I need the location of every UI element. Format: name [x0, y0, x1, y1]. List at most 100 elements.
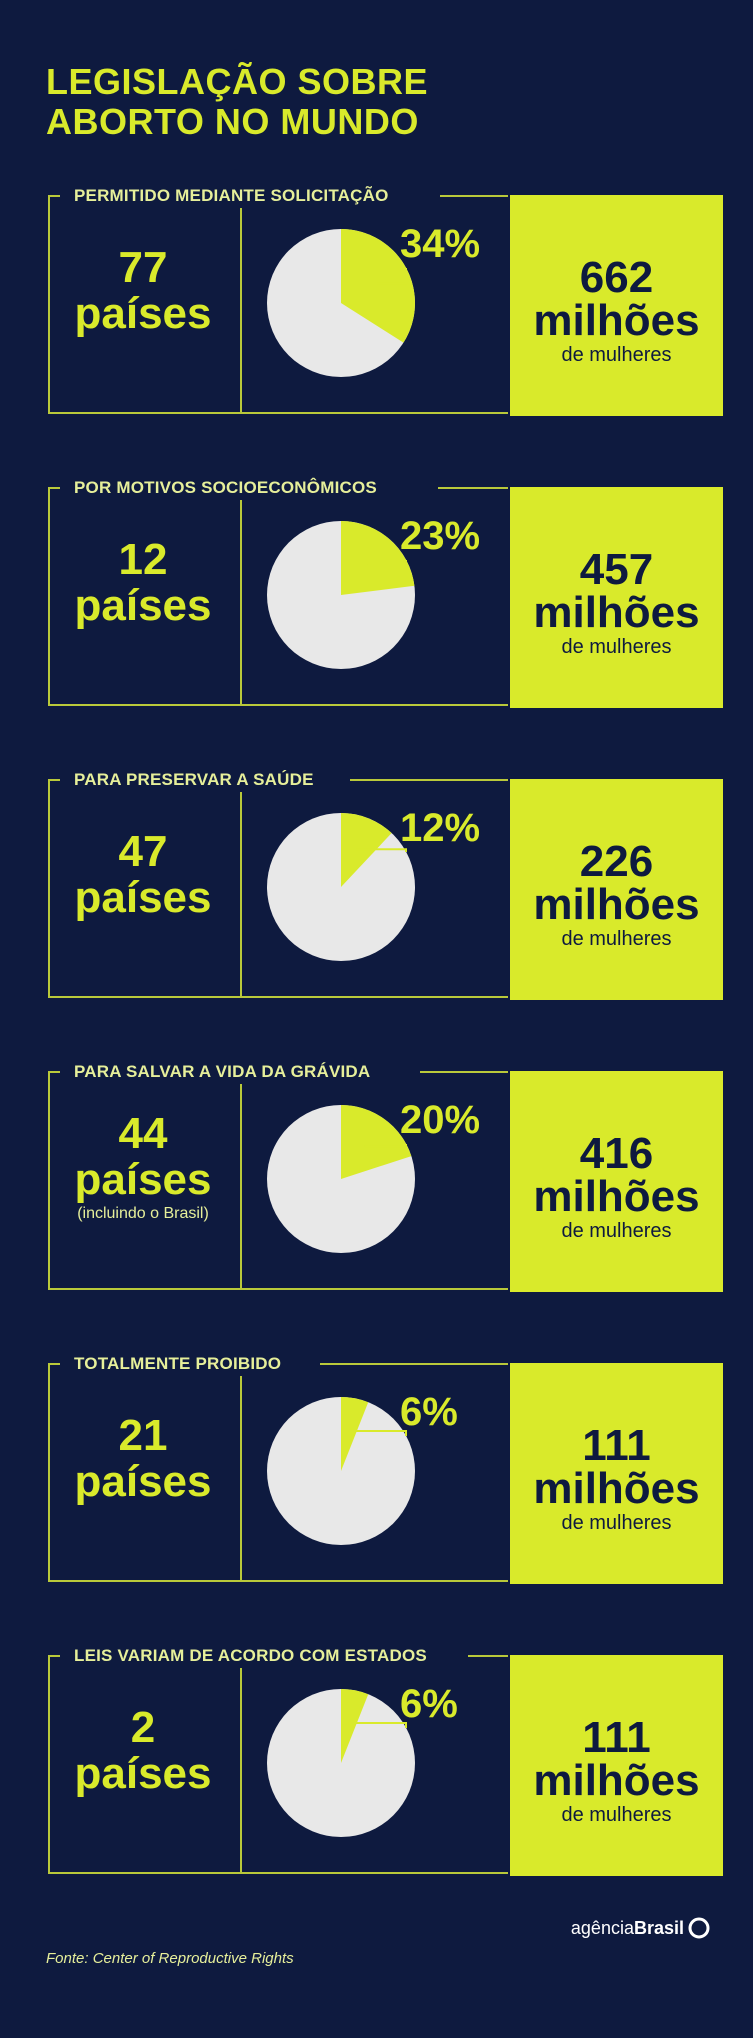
percent-label: 20%: [400, 1098, 481, 1142]
pie-slice: [341, 229, 415, 343]
frame-top-line: [438, 487, 508, 489]
source-note: Fonte: Center of Reproductive Rights: [46, 1950, 294, 1967]
country-count: 44 países (incluindo o Brasil): [50, 1112, 236, 1224]
country-count-note: (incluindo o Brasil): [77, 1205, 209, 1222]
frame-top-tick: [48, 1655, 60, 1657]
percent-label: 6%: [400, 1390, 458, 1434]
category-label: PARA SALVAR A VIDA DA GRÁVIDA: [74, 1062, 371, 1081]
women-count-number: 662: [579, 253, 654, 302]
women-count-sub: de mulheres: [561, 1804, 672, 1826]
percent-label: 23%: [400, 514, 481, 558]
women-count-unit: milhões: [533, 1172, 700, 1221]
category-label: POR MOTIVOS SOCIOECONÔMICOS: [74, 478, 377, 497]
pie-chart: [267, 1689, 415, 1837]
frame-top-line: [440, 195, 508, 197]
women-count-number: 457: [579, 545, 654, 594]
category-section: TOTALMENTE PROIBIDO 21 países 6% 111 mil…: [48, 1354, 723, 1584]
country-count-number: 44: [118, 1109, 168, 1158]
category-label: PERMITIDO MEDIANTE SOLICITAÇÃO: [74, 186, 389, 205]
section-frame: [48, 195, 508, 414]
category-section: PARA PRESERVAR A SAÚDE 47 países 12% 226…: [48, 770, 723, 1000]
category-label: TOTALMENTE PROIBIDO: [74, 1354, 282, 1373]
leader-line: [364, 1144, 407, 1148]
leader-line: [376, 268, 407, 285]
section-divider: [240, 500, 242, 706]
country-count-word: países: [74, 1457, 212, 1506]
women-count-unit: milhões: [533, 588, 700, 637]
women-count-sub: de mulheres: [561, 928, 672, 950]
frame-top-line: [350, 779, 508, 781]
pie-slice: [341, 521, 415, 595]
frame-top-line: [320, 1363, 508, 1365]
category-section: POR MOTIVOS SOCIOECONÔMICOS 12 países 23…: [48, 478, 723, 708]
leader-line: [348, 1722, 407, 1728]
women-count-sub: de mulheres: [561, 636, 672, 658]
women-count-box: 111 milhões de mulheres: [510, 1655, 723, 1876]
women-count-number: 226: [579, 837, 654, 886]
women-count-box: 111 milhões de mulheres: [510, 1363, 723, 1584]
country-count-word: países: [74, 1155, 212, 1204]
category-section: PARA SALVAR A VIDA DA GRÁVIDA 44 países …: [48, 1062, 723, 1292]
country-count: 2 países: [50, 1706, 236, 1798]
agencia-brasil-logo: agência Brasil: [571, 1916, 711, 1940]
women-count-box: 226 milhões de mulheres: [510, 779, 723, 1000]
section-frame: [48, 1363, 508, 1582]
logo-ring-icon: [688, 1917, 710, 1939]
women-count-unit: milhões: [533, 1756, 700, 1805]
frame-top-tick: [48, 1363, 60, 1365]
women-count-sub: de mulheres: [561, 1512, 672, 1534]
leader-line: [348, 1430, 407, 1436]
section-frame: [48, 1655, 508, 1874]
pie-slice: [341, 1689, 369, 1763]
section-frame: [48, 1071, 508, 1290]
section-divider: [240, 1084, 242, 1290]
percent-label: 6%: [400, 1682, 458, 1726]
country-count-number: 2: [130, 1703, 156, 1752]
title-line-2: ABORTO NO MUNDO: [46, 101, 419, 142]
title-line-1: LEGISLAÇÃO SOBRE: [46, 61, 429, 102]
leader-line: [356, 848, 407, 852]
pie-chart: [267, 229, 415, 377]
frame-top-tick: [48, 487, 60, 489]
country-count-number: 47: [118, 827, 168, 876]
country-count-word: países: [74, 873, 212, 922]
pie-slice: [341, 1397, 369, 1471]
leader-line: [367, 560, 407, 566]
section-divider: [240, 208, 242, 414]
women-count-number: 416: [579, 1129, 654, 1178]
country-count-number: 77: [118, 243, 168, 292]
country-count-word: países: [74, 289, 212, 338]
frame-top-tick: [48, 1071, 60, 1073]
category-section: LEIS VARIAM DE ACORDO COM ESTADOS 2 país…: [48, 1646, 723, 1876]
category-label: PARA PRESERVAR A SAÚDE: [74, 770, 314, 789]
country-count-word: países: [74, 1749, 212, 1798]
country-count-number: 12: [118, 535, 168, 584]
women-count-unit: milhões: [533, 296, 700, 345]
women-count-sub: de mulheres: [561, 1220, 672, 1242]
section-frame: [48, 779, 508, 998]
section-divider: [240, 1376, 242, 1582]
section-divider: [240, 792, 242, 998]
women-count-box: 457 milhões de mulheres: [510, 487, 723, 708]
country-count: 21 países: [50, 1414, 236, 1506]
category-section: PERMITIDO MEDIANTE SOLICITAÇÃO 77 países…: [48, 186, 723, 416]
country-count: 12 países: [50, 538, 236, 630]
women-count-number: 111: [582, 1421, 651, 1470]
pie-slice: [341, 1105, 412, 1179]
pie-chart: [267, 813, 415, 961]
pie-chart: [267, 1105, 415, 1253]
frame-top-tick: [48, 195, 60, 197]
frame-top-line: [420, 1071, 508, 1073]
country-count: 77 países: [50, 246, 236, 338]
section-divider: [240, 1668, 242, 1874]
page-title: LEGISLAÇÃO SOBRE ABORTO NO MUNDO: [46, 62, 428, 142]
country-count-word: países: [74, 581, 212, 630]
logo-prefix: agência: [570, 1917, 634, 1938]
percent-label: 34%: [400, 222, 481, 266]
pie-chart: [267, 521, 415, 669]
pie-chart: [267, 1397, 415, 1545]
women-count-unit: milhões: [533, 880, 700, 929]
category-label: LEIS VARIAM DE ACORDO COM ESTADOS: [74, 1646, 427, 1665]
section-frame: [48, 487, 508, 706]
women-count-number: 111: [582, 1713, 651, 1762]
